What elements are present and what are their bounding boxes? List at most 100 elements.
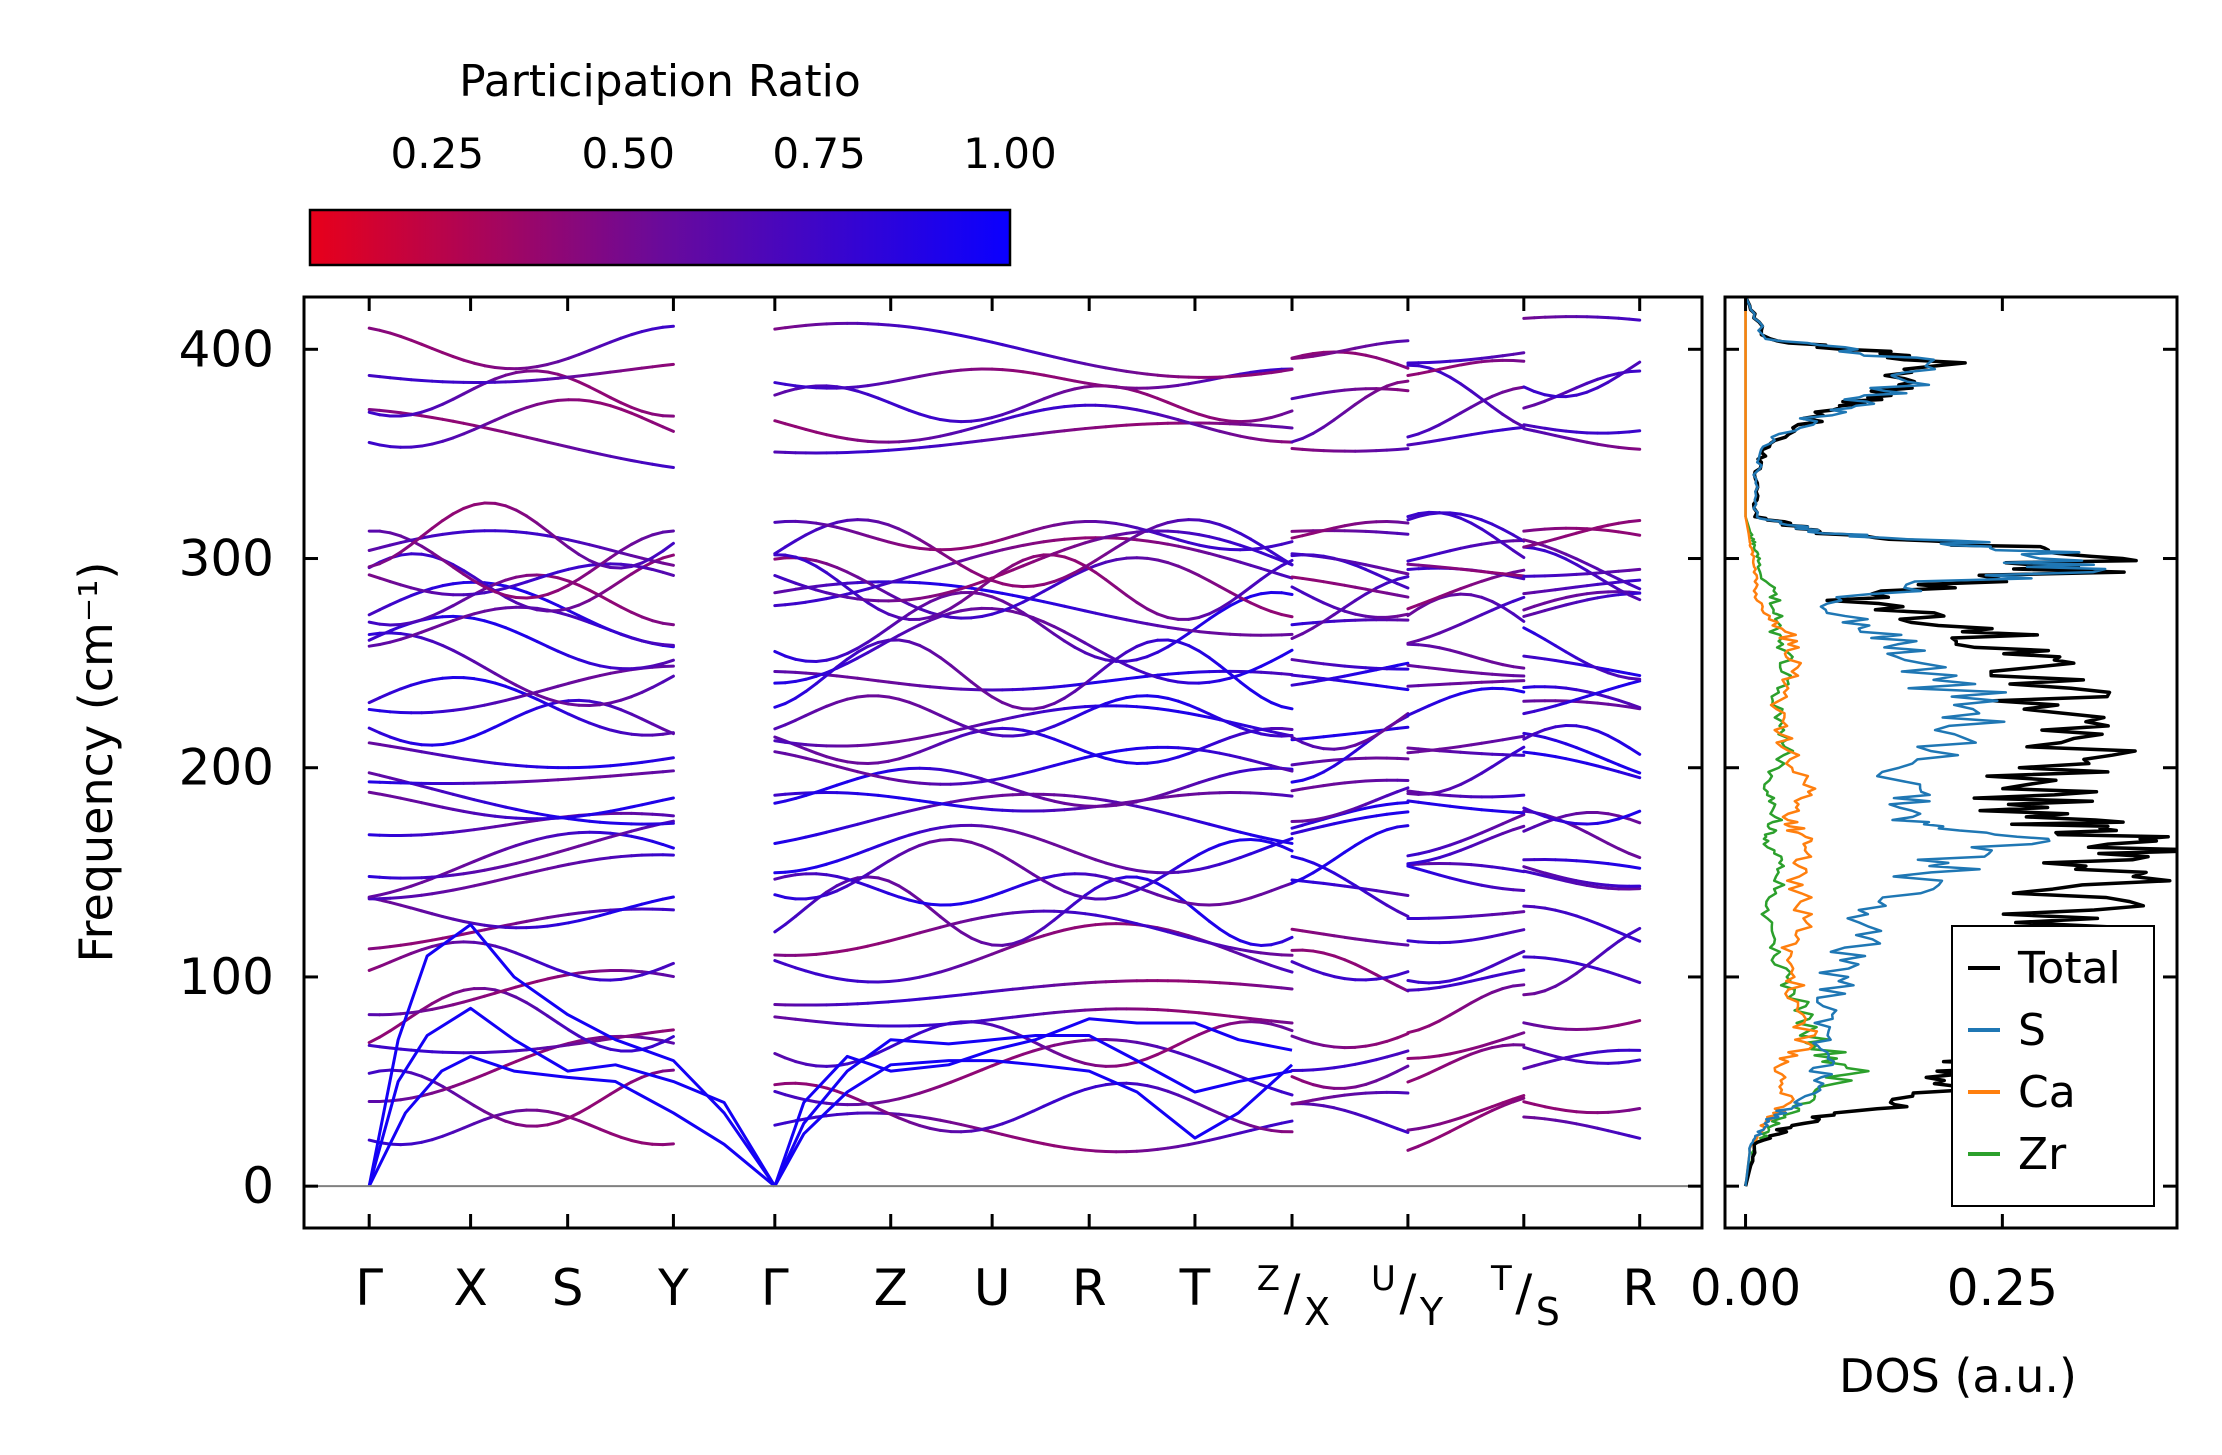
phonon-branch-segment	[1574, 592, 1589, 597]
phonon-branch-segment	[1332, 746, 1347, 751]
phonon-branch-segment	[514, 995, 529, 1005]
phonon-branch-segment	[918, 804, 932, 811]
phonon-branch-segment	[577, 563, 591, 569]
phonon-branch-segment	[504, 815, 518, 820]
phonon-branch-segment	[629, 732, 644, 737]
phonon-branch-segment	[1052, 1144, 1066, 1149]
phonon-branch-segment	[1469, 568, 1484, 573]
phonon-branch-segment	[640, 717, 654, 726]
phonon-branch-segment	[866, 884, 880, 892]
phonon-branch-segment	[1606, 668, 1621, 674]
phonon-branch-segment	[907, 700, 922, 708]
phonon-branch-segment	[1332, 348, 1347, 355]
phonon-branch-segment	[462, 930, 476, 936]
phonon-branch-segment	[1364, 977, 1378, 982]
phonon-branch-segment	[1207, 545, 1222, 551]
phonon-branch-segment	[1228, 1116, 1242, 1124]
phonon-branch-segment	[1532, 1102, 1547, 1109]
phonon-branch-segment	[887, 777, 901, 783]
phonon-branch-segment	[980, 592, 994, 599]
phonon-branch-segment	[367, 620, 382, 626]
phonon-branch-segment	[441, 512, 455, 523]
phonon-branch-segment	[1166, 625, 1180, 631]
phonon-branch-segment	[483, 923, 497, 929]
phonon-branch-segment	[1166, 529, 1180, 534]
phonon-branch-segment	[619, 333, 633, 340]
phonon-branch-segment	[1125, 1081, 1139, 1086]
phonon-branch-segment	[794, 555, 808, 563]
phonon-branch-segment	[1374, 530, 1389, 535]
phonon-branch-segment	[887, 1097, 901, 1103]
phonon-branch-segment	[959, 563, 973, 573]
k-point-sup: T	[1490, 1259, 1512, 1299]
phonon-branch-segment	[1448, 511, 1463, 516]
k-point-label: U	[974, 1259, 1011, 1317]
phonon-branch-segment	[1135, 655, 1149, 662]
phonon-branch-segment	[1269, 701, 1284, 709]
phonon-branch-segment	[907, 890, 922, 902]
phonon-branch-segment	[928, 925, 942, 932]
phonon-branch-segment	[608, 1131, 623, 1139]
phonon-branch-segment	[577, 617, 591, 624]
phonon-branch-segment	[1073, 924, 1087, 930]
phonon-branch-segment	[1238, 373, 1253, 378]
phonon-branch-segment	[441, 830, 455, 835]
phonon-branch-segment	[1290, 632, 1305, 640]
phonon-branch-segment	[587, 721, 602, 729]
phonon-branch-segment	[1269, 671, 1284, 676]
phonon-branch-segment	[1364, 890, 1378, 901]
phonon-branch-segment	[959, 367, 973, 372]
phonon-branch-segment	[897, 1094, 911, 1101]
phonon-branch-segment	[1469, 521, 1484, 531]
phonon-branch-segment	[1501, 687, 1515, 692]
phonon-branch-segment	[804, 528, 818, 537]
phonon-branch-segment	[1197, 791, 1211, 796]
phonon-branch-segment	[1438, 436, 1452, 442]
phonon-branch-segment	[388, 776, 403, 783]
phonon-branch-segment	[1011, 986, 1025, 991]
phonon-branch-segment	[1406, 372, 1420, 378]
phonon-branch-segment	[462, 529, 476, 534]
phonon-branch-segment	[1438, 1052, 1452, 1058]
phonon-branch-segment	[1280, 1020, 1294, 1025]
phonon-branch-segment	[1104, 915, 1118, 921]
phonon-branch-segment	[1343, 806, 1357, 814]
phonon-branch-segment	[1156, 675, 1170, 682]
phonon-branch-segment	[1332, 1064, 1347, 1070]
phonon-branch-segment	[1438, 1061, 1452, 1070]
phonon-branch-segment	[1114, 650, 1129, 661]
phonon-branch-segment	[1311, 784, 1326, 789]
phonon-branch-segment	[1073, 568, 1087, 577]
phonon-branch-segment	[773, 959, 787, 966]
phonon-branch-segment	[1249, 423, 1263, 427]
phonon-branch-segment	[980, 338, 994, 344]
phonon-branch-segment	[367, 874, 382, 879]
phonon-branch-segment	[483, 800, 497, 807]
phonon-branch-segment	[1406, 789, 1420, 794]
phonon-branch-segment	[1448, 750, 1463, 754]
phonon-branch-segment	[1480, 1046, 1494, 1052]
phonon-branch-segment	[1301, 760, 1315, 765]
phonon-branch-segment	[959, 731, 973, 738]
phonon-branch-segment	[409, 586, 424, 592]
phonon-branch-segment	[1617, 367, 1631, 378]
phonon-branch-segment	[1052, 793, 1066, 797]
phonon-branch-segment	[504, 593, 518, 599]
phonon-branch-segment	[1490, 604, 1505, 612]
phonon-branch-segment	[1000, 534, 1015, 541]
phonon-branch-segment	[1385, 1069, 1399, 1078]
phonon-branch-segment	[1617, 739, 1631, 750]
phonon-branch-segment	[845, 852, 860, 859]
phonon-branch-segment	[598, 809, 612, 815]
phonon-branch-segment	[1596, 967, 1610, 974]
phonon-branch-segment	[1238, 756, 1253, 762]
phonon-branch-segment	[608, 832, 623, 839]
phonon-branch-segment	[887, 523, 901, 531]
phonon-branch-segment	[1218, 981, 1232, 985]
phonon-branch-segment	[525, 531, 539, 536]
phonon-branch-segment	[608, 599, 623, 609]
phonon-branch-segment	[1031, 589, 1046, 599]
phonon-branch-segment	[928, 709, 942, 717]
phonon-branch-segment	[1269, 424, 1284, 429]
phonon-branch-segment	[1564, 911, 1578, 918]
